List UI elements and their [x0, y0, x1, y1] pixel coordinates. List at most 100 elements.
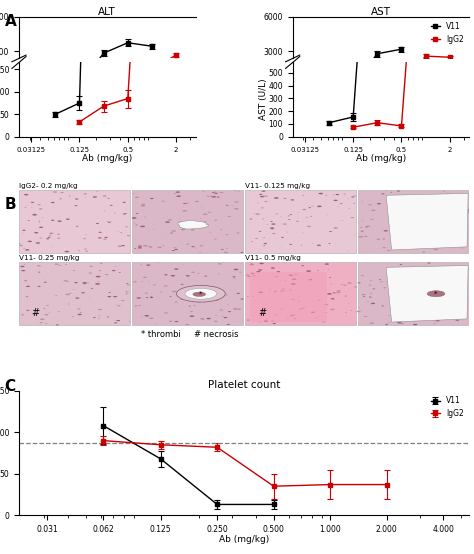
Legend: V11, IgG2: V11, IgG2 — [429, 20, 465, 45]
Circle shape — [397, 298, 400, 299]
Circle shape — [213, 192, 217, 193]
Circle shape — [281, 289, 284, 290]
Circle shape — [99, 270, 101, 271]
Circle shape — [122, 202, 126, 203]
Bar — [358, 190, 469, 253]
Circle shape — [250, 263, 253, 264]
Circle shape — [445, 234, 449, 235]
Circle shape — [318, 300, 320, 301]
Circle shape — [103, 239, 107, 240]
Circle shape — [92, 196, 97, 198]
Circle shape — [438, 197, 441, 198]
Circle shape — [393, 197, 398, 199]
Circle shape — [102, 196, 107, 197]
Circle shape — [426, 283, 430, 284]
Circle shape — [96, 276, 100, 278]
Circle shape — [289, 275, 293, 276]
Circle shape — [135, 197, 139, 198]
Circle shape — [324, 304, 328, 305]
Circle shape — [116, 320, 120, 321]
Circle shape — [259, 194, 263, 195]
Circle shape — [448, 282, 451, 283]
Circle shape — [185, 203, 189, 204]
Circle shape — [141, 281, 143, 282]
Circle shape — [411, 206, 416, 208]
Circle shape — [339, 203, 343, 204]
Circle shape — [49, 233, 54, 234]
Circle shape — [171, 230, 176, 232]
Circle shape — [219, 296, 222, 297]
Circle shape — [247, 276, 251, 277]
Circle shape — [97, 281, 100, 282]
Bar — [358, 262, 469, 325]
Circle shape — [136, 213, 138, 214]
Circle shape — [117, 305, 120, 306]
Circle shape — [204, 275, 207, 276]
Circle shape — [270, 227, 274, 229]
Circle shape — [460, 305, 464, 306]
Circle shape — [186, 275, 190, 276]
Circle shape — [208, 290, 210, 291]
Circle shape — [134, 305, 138, 306]
Circle shape — [95, 283, 100, 285]
Circle shape — [407, 300, 410, 301]
Circle shape — [26, 286, 30, 287]
Circle shape — [74, 282, 78, 283]
Circle shape — [176, 192, 180, 193]
Circle shape — [425, 218, 428, 219]
Circle shape — [283, 198, 287, 199]
Circle shape — [226, 205, 228, 206]
Circle shape — [370, 219, 374, 220]
Circle shape — [100, 263, 102, 264]
Circle shape — [225, 234, 228, 235]
Circle shape — [222, 294, 225, 295]
Circle shape — [65, 264, 67, 265]
Circle shape — [201, 206, 203, 207]
Circle shape — [435, 320, 440, 321]
Circle shape — [164, 285, 168, 286]
Circle shape — [367, 301, 369, 302]
Circle shape — [403, 300, 406, 301]
Circle shape — [289, 289, 292, 290]
Circle shape — [445, 273, 450, 274]
Circle shape — [301, 265, 304, 266]
Circle shape — [461, 214, 465, 216]
Circle shape — [319, 193, 323, 194]
Circle shape — [370, 293, 373, 294]
Circle shape — [361, 275, 364, 276]
Circle shape — [24, 207, 27, 208]
Circle shape — [306, 270, 311, 272]
Circle shape — [133, 281, 137, 283]
Circle shape — [37, 286, 41, 287]
Circle shape — [118, 245, 122, 247]
Circle shape — [401, 222, 405, 223]
Circle shape — [174, 268, 178, 270]
Circle shape — [389, 297, 392, 299]
Circle shape — [38, 271, 40, 273]
Circle shape — [134, 223, 136, 224]
Circle shape — [273, 323, 276, 324]
Circle shape — [193, 305, 196, 306]
Circle shape — [39, 227, 43, 228]
Circle shape — [291, 199, 294, 201]
Circle shape — [280, 290, 284, 292]
Circle shape — [465, 212, 470, 213]
Circle shape — [264, 243, 267, 244]
Circle shape — [24, 280, 27, 281]
Circle shape — [281, 237, 284, 238]
Circle shape — [456, 320, 459, 321]
Circle shape — [200, 245, 203, 247]
Circle shape — [118, 272, 121, 273]
Circle shape — [219, 192, 224, 193]
Circle shape — [109, 292, 111, 293]
Circle shape — [325, 312, 327, 313]
Circle shape — [181, 284, 183, 285]
Circle shape — [252, 275, 256, 276]
Circle shape — [467, 209, 471, 211]
Circle shape — [206, 196, 210, 197]
Circle shape — [76, 226, 78, 227]
Circle shape — [39, 208, 43, 209]
Circle shape — [454, 229, 456, 230]
Circle shape — [53, 191, 57, 193]
Circle shape — [18, 243, 21, 244]
